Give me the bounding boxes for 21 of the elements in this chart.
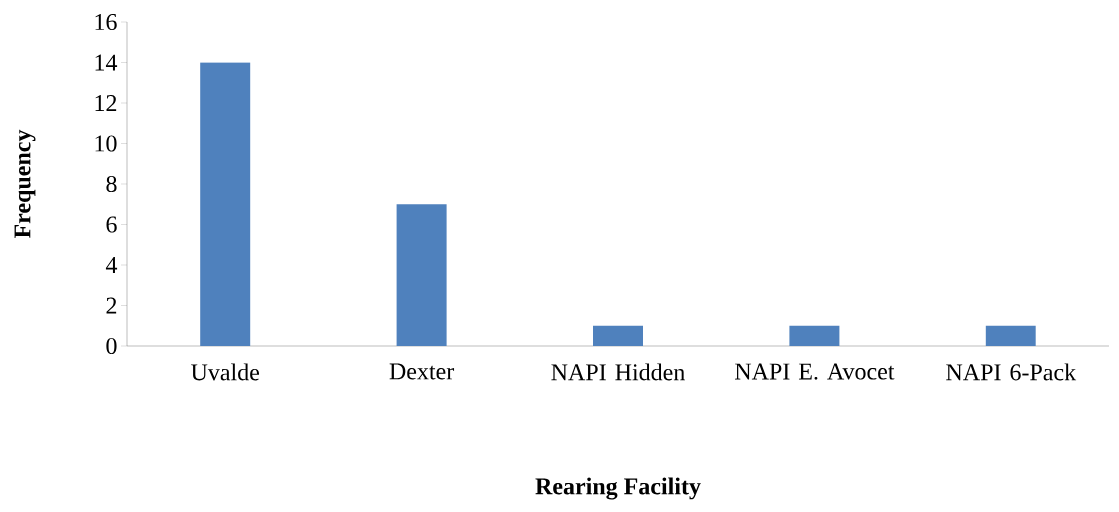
y-tick-label: 12 — [95, 95, 117, 111]
y-tick-label: 2 — [106, 297, 117, 314]
y-tick-label: 6 — [106, 216, 117, 233]
y-tick-label: 10 — [95, 135, 117, 152]
y-tick-label: 14 — [95, 54, 118, 71]
x-tick-label: Dexter — [389, 363, 455, 380]
x-tick-label: NAPI E. Avocet — [735, 363, 895, 380]
y-tick-label: 4 — [105, 257, 118, 273]
x-tick-label: Uvalde — [191, 363, 260, 381]
bar — [985, 325, 1036, 346]
y-axis-title: Frequency — [14, 129, 36, 239]
x-tick-label: NAPI Hidden — [551, 363, 685, 381]
bar — [396, 204, 447, 346]
y-tick-label: 0 — [106, 337, 117, 355]
bar — [789, 325, 840, 346]
y-tick-label: 8 — [106, 175, 117, 193]
x-tick-label: NAPI 6-Pack — [946, 363, 1077, 381]
x-axis-title: Rearing Facility — [535, 477, 701, 500]
bar — [593, 325, 643, 346]
y-tick-label: 16 — [95, 13, 117, 31]
bar — [200, 62, 251, 346]
